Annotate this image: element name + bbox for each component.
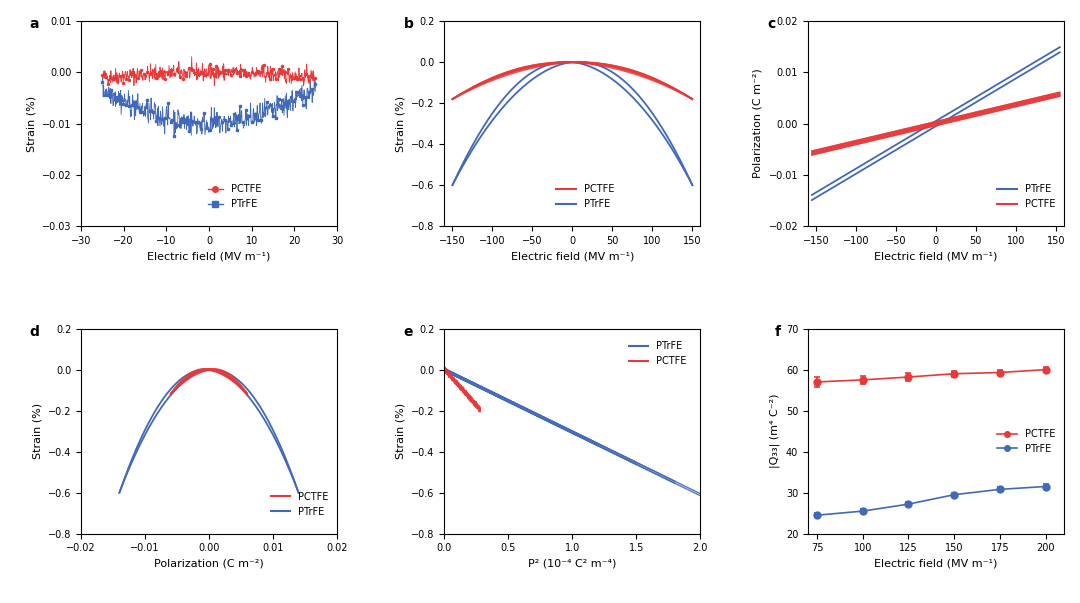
Legend: PCTFE, PTrFE: PCTFE, PTrFE xyxy=(553,180,618,213)
Y-axis label: Strain (%): Strain (%) xyxy=(395,95,406,152)
Text: e: e xyxy=(404,324,413,338)
X-axis label: Electric field (MV m⁻¹): Electric field (MV m⁻¹) xyxy=(874,559,998,569)
X-axis label: Polarization (C m⁻²): Polarization (C m⁻²) xyxy=(154,559,264,569)
Y-axis label: Strain (%): Strain (%) xyxy=(26,95,36,152)
Text: c: c xyxy=(767,17,775,31)
Y-axis label: Strain (%): Strain (%) xyxy=(32,403,42,459)
Legend: PTrFE, PCTFE: PTrFE, PCTFE xyxy=(994,180,1058,213)
Text: b: b xyxy=(404,17,414,31)
X-axis label: Electric field (MV m⁻¹): Electric field (MV m⁻¹) xyxy=(147,251,271,262)
X-axis label: P² (10⁻⁴ C² m⁻⁴): P² (10⁻⁴ C² m⁻⁴) xyxy=(528,559,617,569)
Legend: PCTFE, PTrFE: PCTFE, PTrFE xyxy=(204,180,265,213)
Legend: PCTFE, PTrFE: PCTFE, PTrFE xyxy=(994,425,1058,458)
Y-axis label: Polarization (C m⁻²): Polarization (C m⁻²) xyxy=(753,69,762,178)
Y-axis label: Strain (%): Strain (%) xyxy=(395,403,406,459)
X-axis label: Electric field (MV m⁻¹): Electric field (MV m⁻¹) xyxy=(511,251,634,262)
Legend: PTrFE, PCTFE: PTrFE, PCTFE xyxy=(625,338,690,370)
Text: a: a xyxy=(30,17,39,31)
Text: d: d xyxy=(30,324,40,338)
Text: f: f xyxy=(774,324,781,338)
X-axis label: Electric field (MV m⁻¹): Electric field (MV m⁻¹) xyxy=(874,251,998,262)
Legend: PCTFE, PTrFE: PCTFE, PTrFE xyxy=(267,488,332,520)
Y-axis label: |Q₃₃| (m⁴ C⁻²): |Q₃₃| (m⁴ C⁻²) xyxy=(770,394,780,469)
